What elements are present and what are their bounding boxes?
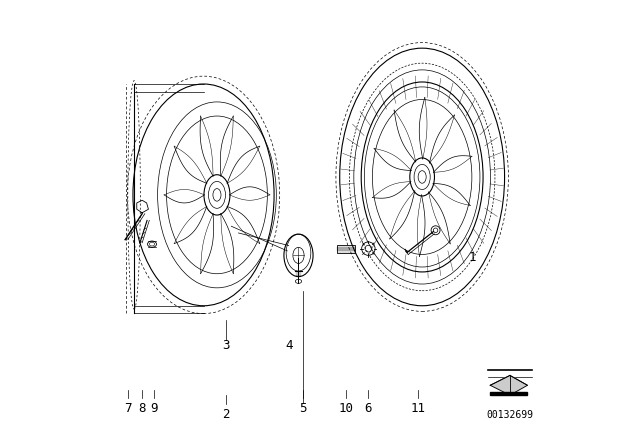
Text: 7: 7 (125, 402, 132, 415)
Text: 5: 5 (300, 402, 307, 415)
Text: 6: 6 (365, 402, 372, 415)
Text: 9: 9 (150, 402, 158, 415)
Polygon shape (490, 392, 527, 395)
Text: 2: 2 (222, 408, 230, 422)
Text: 4: 4 (285, 339, 292, 353)
Text: 8: 8 (138, 402, 146, 415)
Text: 10: 10 (339, 402, 353, 415)
Text: 1: 1 (468, 251, 476, 264)
Polygon shape (490, 375, 527, 395)
Text: 00132699: 00132699 (486, 410, 534, 420)
Text: 11: 11 (410, 402, 425, 415)
Bar (337, 245, 355, 253)
Text: 3: 3 (222, 339, 230, 353)
